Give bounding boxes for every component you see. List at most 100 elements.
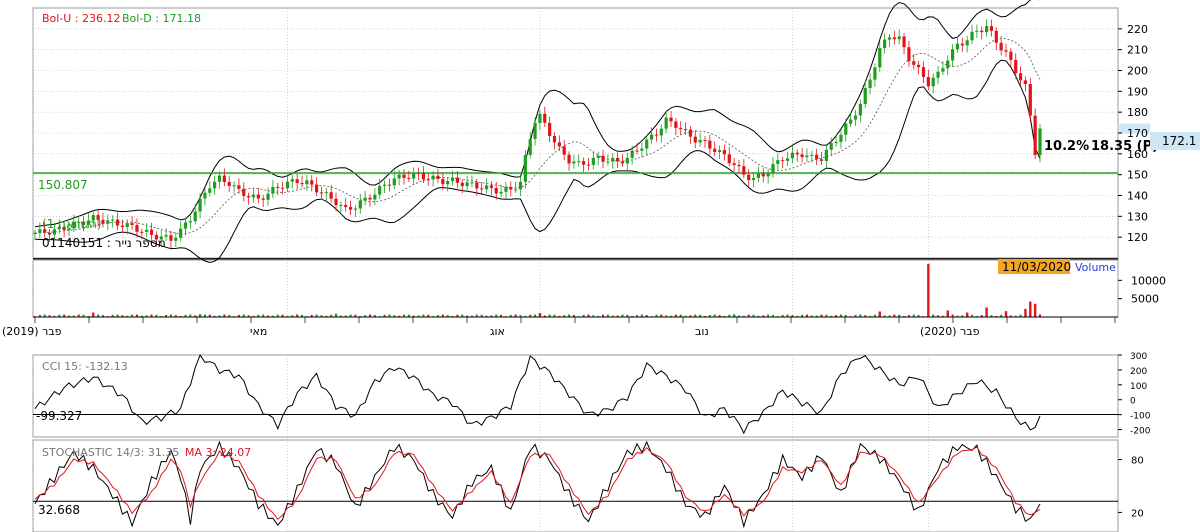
volume-bar <box>869 315 872 317</box>
volume-bar <box>907 315 910 317</box>
volume-bar <box>252 315 255 317</box>
volume-bar <box>679 314 682 317</box>
candle-body <box>247 195 251 198</box>
candle-body <box>766 173 770 177</box>
cci-tick-label: -100 <box>1130 412 1151 422</box>
volume-bar <box>631 315 634 317</box>
candle-body <box>1038 128 1042 156</box>
volume-bar <box>169 314 172 317</box>
candle-body <box>329 192 333 199</box>
candle-body <box>373 194 377 200</box>
candle-body <box>1018 73 1023 81</box>
price-tick-label: 180 <box>1127 106 1148 119</box>
volume-bar <box>101 314 104 317</box>
stoch-tick-label: 20 <box>1131 508 1144 519</box>
volume-bar <box>791 315 794 317</box>
candle-body <box>314 184 319 193</box>
volume-bar <box>475 314 478 317</box>
volume-bar <box>524 315 527 317</box>
volume-bar <box>805 314 808 317</box>
volume-bar <box>126 315 129 317</box>
candle-body <box>446 180 450 185</box>
candle-body <box>688 129 693 137</box>
candle-body <box>679 127 683 130</box>
volume-bar <box>509 314 512 317</box>
candle-body <box>936 71 940 78</box>
volume-bar <box>587 314 590 317</box>
volume-bar <box>500 314 503 317</box>
candle-body <box>625 157 629 164</box>
candle-body <box>261 198 265 200</box>
volume-bar <box>67 315 70 317</box>
candle-body <box>324 192 328 194</box>
candle-body <box>480 188 484 190</box>
volume-spike <box>946 310 949 317</box>
volume-bar <box>242 314 245 317</box>
volume-bar <box>485 315 488 317</box>
candle-body <box>819 159 824 161</box>
price-tick-label: 160 <box>1127 148 1148 161</box>
stoch-title: STOCHASTIC 14/3: 31.35 <box>42 446 179 459</box>
candle-body <box>387 184 392 186</box>
volume-bar <box>621 314 624 317</box>
cci-title: CCI 15: -132.13 <box>42 360 128 373</box>
candle-body <box>1033 115 1037 156</box>
volume-bar <box>1009 315 1012 317</box>
candle-body <box>984 26 989 33</box>
candle-body <box>611 157 615 162</box>
volume-bar <box>1039 314 1041 317</box>
candle-body <box>980 30 984 33</box>
candle-body <box>572 161 576 164</box>
candle-body <box>926 77 930 87</box>
volume-bar <box>111 314 114 317</box>
candle-body <box>38 229 42 233</box>
candle-body <box>111 219 115 221</box>
candle-body <box>756 173 761 178</box>
stoch-tick-label: 80 <box>1131 456 1144 467</box>
candle-body <box>159 236 163 240</box>
volume-bar <box>898 314 901 317</box>
candle-body <box>514 189 518 191</box>
volume-bar <box>223 314 226 317</box>
volume-bar <box>737 315 740 317</box>
candle-body <box>300 183 304 185</box>
volume-panel <box>32 259 1119 318</box>
candle-body <box>601 155 605 162</box>
candle-body <box>586 164 591 166</box>
volume-bar <box>422 314 425 317</box>
candle-body <box>640 148 644 151</box>
candle-body <box>698 139 702 143</box>
candles <box>33 19 1042 248</box>
volume-bar <box>446 315 449 317</box>
candle-body <box>489 185 493 188</box>
candle-body <box>305 180 309 185</box>
bollinger-upper <box>34 0 1041 228</box>
candle-body <box>552 136 557 143</box>
candle-body <box>955 43 960 50</box>
volume-bar <box>626 314 629 317</box>
cci-line <box>34 353 1041 435</box>
volume-bar <box>810 315 813 317</box>
x-axis-label: מאי <box>250 325 267 338</box>
volume-bar <box>456 314 459 317</box>
volume-bar <box>636 315 639 317</box>
candle-body <box>567 154 571 164</box>
price-tick-label: 170 <box>1127 127 1148 140</box>
candle-body <box>222 175 226 182</box>
volume-bar <box>932 314 935 317</box>
candle-body <box>960 43 964 46</box>
candle-body <box>781 160 785 162</box>
candle-body <box>174 237 178 241</box>
candle-body <box>203 192 207 199</box>
volume-bar <box>917 314 920 317</box>
volume-bar <box>864 315 867 317</box>
candle-body <box>824 149 828 161</box>
candle-body <box>72 221 76 229</box>
candle-body <box>863 88 867 104</box>
candle-body <box>630 150 634 158</box>
candle-body <box>839 134 843 142</box>
volume-bar <box>466 315 469 317</box>
volume-bar <box>155 314 158 317</box>
volume-bar <box>276 314 279 317</box>
volume-bar <box>87 315 90 317</box>
